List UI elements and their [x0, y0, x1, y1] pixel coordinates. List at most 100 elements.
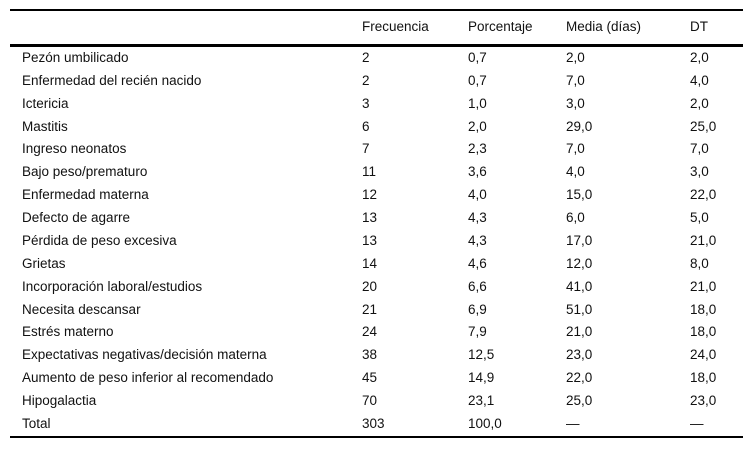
row-label: Enfermedad materna [22, 187, 149, 203]
table-row: Pérdida de peso excesiva 13 4,3 17,0 21,0 [10, 230, 743, 253]
row-label: Total [22, 415, 51, 431]
cell-value: 2,3 [468, 141, 487, 157]
cell-value: 4,3 [468, 210, 487, 225]
table-body: Pezón umbilicado 2 0,7 2,0 2,0 Enfermedad del… [10, 45, 743, 436]
row-label: Aumento de peso inferior al recomendado [22, 370, 274, 386]
cell-value: 4,0 [468, 187, 487, 203]
cell-value: 15,0 [566, 187, 593, 203]
cell-value: 100,0 [468, 415, 502, 431]
cell-value: 5,0 [690, 210, 709, 225]
cell-value: 14,9 [468, 370, 495, 386]
cell-value: 18,0 [690, 370, 717, 386]
cell-value: 6,0 [566, 210, 585, 225]
table-row: Ingreso neonatos 7 2,3 7,0 7,0 [10, 138, 743, 161]
cell-value: 4,0 [566, 164, 585, 180]
table-row: Pezón umbilicado 2 0,7 2,0 2,0 [10, 45, 743, 69]
table-row: Total 303 100,0 — — [10, 413, 743, 437]
column-header: Porcentaje [458, 10, 556, 47]
row-label: Expectativas negativas/decisión materna [22, 347, 267, 363]
cell-value: 6 [362, 118, 370, 134]
cell-value: 2,0 [468, 118, 487, 134]
column-header-empty [10, 10, 352, 47]
table-row: Necesita descansar 21 6,9 51,0 18,0 [10, 299, 743, 322]
table-row: Enfermedad del recién nacido 2 0,7 7,0 4,0 [10, 70, 743, 93]
table-row: Bajo peso/prematuro 11 3,6 4,0 3,0 [10, 161, 743, 184]
table-row: Ictericia 3 1,0 3,0 2,0 [10, 93, 743, 116]
cell-value: 4,6 [468, 255, 487, 271]
cell-value: 70 [362, 393, 378, 408]
cell-value: 24 [362, 324, 378, 340]
cell-value: 51,0 [566, 301, 593, 317]
cell-value: 3,6 [468, 164, 487, 180]
cell-value: 21,0 [566, 324, 593, 340]
row-label: Estrés materno [22, 324, 114, 340]
cell-value: 18,0 [690, 301, 717, 317]
row-label: Mastitis [22, 118, 68, 134]
cell-value: 3,0 [566, 95, 585, 111]
cell-value: 2 [362, 49, 370, 65]
row-label: Pérdida de peso excesiva [22, 232, 177, 248]
table-row: Mastitis 6 2,0 29,0 25,0 [10, 116, 743, 139]
cell-value: 41,0 [566, 278, 593, 294]
cell-value: 18,0 [690, 324, 717, 340]
table-header-row: Frecuencia Porcentaje Media (días) DT [10, 10, 743, 47]
cell-value: 8,0 [690, 255, 709, 271]
cell-value: 7 [362, 141, 370, 157]
cell-value: 23,0 [566, 347, 593, 363]
row-label: Incorporación laboral/estudios [22, 278, 203, 294]
cell-value: 4,3 [468, 232, 487, 248]
cell-value: 303 [362, 415, 385, 431]
cell-value: 12 [362, 187, 378, 203]
cell-value: 23,0 [690, 393, 717, 408]
column-header: Frecuencia [352, 10, 458, 47]
cell-value: — [690, 415, 704, 431]
cell-value: 29,0 [566, 118, 593, 134]
cell-value: 2 [362, 72, 370, 88]
row-label: Hipogalactia [22, 393, 97, 408]
table-row: Hipogalactia 70 23,1 25,0 23,0 [10, 390, 743, 413]
cell-value: 2,0 [566, 49, 585, 65]
cell-value: 20 [362, 278, 378, 294]
table-row: Expectativas negativas/decisión materna 3… [10, 344, 743, 367]
cell-value: 25,0 [690, 118, 717, 134]
table-row: Aumento de peso inferior al recomendado 4… [10, 367, 743, 390]
cell-value: 0,7 [468, 49, 487, 65]
cell-value: 22,0 [690, 187, 717, 203]
row-label: Necesita descansar [22, 301, 141, 317]
cell-value: 7,0 [566, 141, 585, 157]
cell-value: 21,0 [690, 232, 717, 248]
cell-value: 45 [362, 370, 378, 386]
cell-value: 0,7 [468, 72, 487, 88]
row-label: Ingreso neonatos [22, 141, 127, 157]
row-label: Bajo peso/prematuro [22, 164, 148, 180]
cell-value: 11 [362, 164, 377, 180]
cell-value: 6,6 [468, 278, 487, 294]
cell-value: 38 [362, 347, 378, 363]
cell-value: 17,0 [566, 232, 593, 248]
cell-value: 6,9 [468, 301, 487, 317]
cell-value: 13 [362, 232, 378, 248]
cell-value: 14 [362, 255, 378, 271]
cell-value: 2,0 [690, 49, 709, 65]
cell-value: 2,0 [690, 95, 709, 111]
cell-value: 22,0 [566, 370, 593, 386]
cell-value: 7,9 [468, 324, 487, 340]
cell-value: 3 [362, 95, 370, 111]
cell-value: 1,0 [468, 95, 487, 111]
table-row: Defecto de agarre 13 4,3 6,0 5,0 [10, 207, 743, 230]
cell-value: 21 [362, 301, 378, 317]
cell-value: 12,5 [468, 347, 495, 363]
row-label: Enfermedad del recién nacido [22, 72, 202, 88]
cell-value: 12,0 [566, 255, 593, 271]
row-label: Pezón umbilicado [22, 49, 129, 65]
table-row: Enfermedad materna 12 4,0 15,0 22,0 [10, 184, 743, 207]
row-label: Ictericia [22, 95, 69, 111]
cell-value: 21,0 [690, 278, 717, 294]
cell-value: 4,0 [690, 72, 709, 88]
column-header: DT [680, 10, 743, 47]
cell-value: 3,0 [690, 164, 709, 180]
cell-value: — [566, 415, 580, 431]
paper-table-figure: Frecuencia Porcentaje Media (días) DT Pezón… [10, 9, 743, 438]
row-label: Grietas [22, 255, 66, 271]
cell-value: 7,0 [566, 72, 585, 88]
